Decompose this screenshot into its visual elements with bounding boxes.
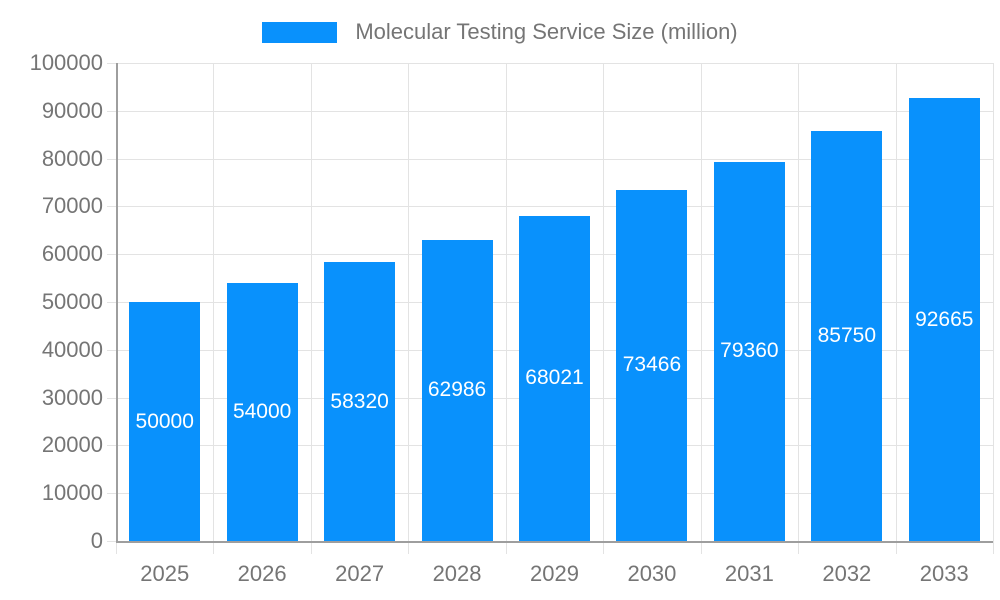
x-axis-label: 2029 — [530, 561, 579, 586]
gridline-horizontal — [116, 110, 993, 112]
x-axis-tick — [505, 541, 507, 554]
gridline-vertical — [213, 63, 215, 541]
x-axis-label: 2027 — [335, 561, 385, 586]
bar-2033[interactable]: 92665 — [908, 98, 980, 541]
y-axis-tick — [107, 110, 116, 112]
bar-value-label: 92665 — [915, 307, 974, 331]
y-axis-tick — [107, 493, 116, 495]
x-axis-tick — [895, 541, 897, 554]
legend-label: Molecular Testing Service Size (million) — [355, 19, 738, 44]
y-axis-tick — [107, 302, 116, 303]
y-axis-label: 20000 — [41, 432, 103, 458]
bar-2027[interactable]: 58320 — [324, 262, 396, 541]
bar-2030[interactable]: 73466 — [616, 189, 688, 541]
gridline-vertical — [993, 63, 994, 541]
bar-2026[interactable]: 54000 — [226, 282, 298, 541]
y-axis-tick — [107, 445, 116, 447]
gridline-vertical — [408, 63, 410, 541]
y-axis-tick — [107, 158, 116, 160]
gridline-horizontal — [116, 158, 993, 160]
y-axis-tick — [107, 63, 116, 64]
bar-value-label: 73466 — [622, 353, 682, 377]
x-axis-label: 2031 — [724, 561, 774, 586]
bar-value-label: 54000 — [232, 399, 292, 423]
y-axis-label: 60000 — [41, 241, 103, 267]
x-axis-label: 2026 — [237, 561, 287, 586]
x-axis-label: 2025 — [140, 561, 190, 586]
x-axis-tick — [213, 541, 215, 554]
gridline-vertical — [895, 63, 897, 541]
x-axis-tick — [700, 541, 702, 554]
y-axis-label: 90000 — [41, 97, 103, 123]
gridline-vertical — [505, 63, 507, 541]
y-axis-label: 100000 — [29, 50, 103, 75]
x-axis-line — [116, 541, 993, 543]
legend-swatch-icon — [262, 21, 338, 43]
bar-value-label: 58320 — [330, 389, 389, 413]
bar-2031[interactable]: 79360 — [713, 161, 785, 541]
bar-2029[interactable]: 68021 — [519, 215, 590, 541]
legend[interactable]: Molecular Testing Service Size (million) — [0, 14, 1000, 50]
y-axis-line — [116, 63, 118, 541]
gridline-vertical — [603, 63, 605, 541]
gridline-horizontal — [116, 63, 993, 64]
gridline-vertical — [798, 63, 800, 541]
y-axis-label: 50000 — [41, 289, 103, 314]
bar-value-label: 68021 — [525, 366, 584, 390]
x-axis-tick — [408, 541, 410, 554]
bar-value-label: 79360 — [720, 339, 779, 363]
y-axis-label: 10000 — [41, 480, 103, 506]
y-axis-label: 70000 — [41, 193, 103, 219]
y-axis-label: 30000 — [41, 384, 103, 410]
x-axis-label: 2030 — [627, 561, 677, 586]
x-axis-label: 2033 — [919, 561, 969, 586]
y-axis-tick — [107, 541, 116, 542]
x-axis-label: 2032 — [822, 561, 872, 586]
gridline-horizontal — [116, 206, 993, 208]
y-axis-tick — [107, 397, 116, 399]
x-axis-tick — [798, 541, 800, 554]
bar-value-label: 62986 — [427, 378, 487, 402]
y-axis-tick — [107, 206, 116, 208]
y-axis-label: 40000 — [41, 336, 103, 362]
bar-value-label: 50000 — [135, 409, 194, 433]
y-axis-label: 0 — [90, 528, 103, 553]
x-axis-tick — [310, 541, 312, 554]
bar-value-label: 85750 — [817, 324, 877, 348]
y-axis-tick — [107, 349, 116, 351]
bar-2025[interactable]: 50000 — [129, 302, 201, 541]
gridline-vertical — [310, 63, 312, 541]
x-axis-tick — [116, 541, 117, 554]
bar-2032[interactable]: 85750 — [811, 131, 883, 541]
gridline-vertical — [700, 63, 702, 541]
x-axis-tick — [993, 541, 994, 554]
y-axis-label: 80000 — [41, 145, 103, 171]
x-axis-tick — [603, 541, 605, 554]
y-axis-tick — [107, 254, 116, 256]
bar-2028[interactable]: 62986 — [421, 239, 493, 541]
x-axis-label: 2028 — [432, 561, 482, 586]
